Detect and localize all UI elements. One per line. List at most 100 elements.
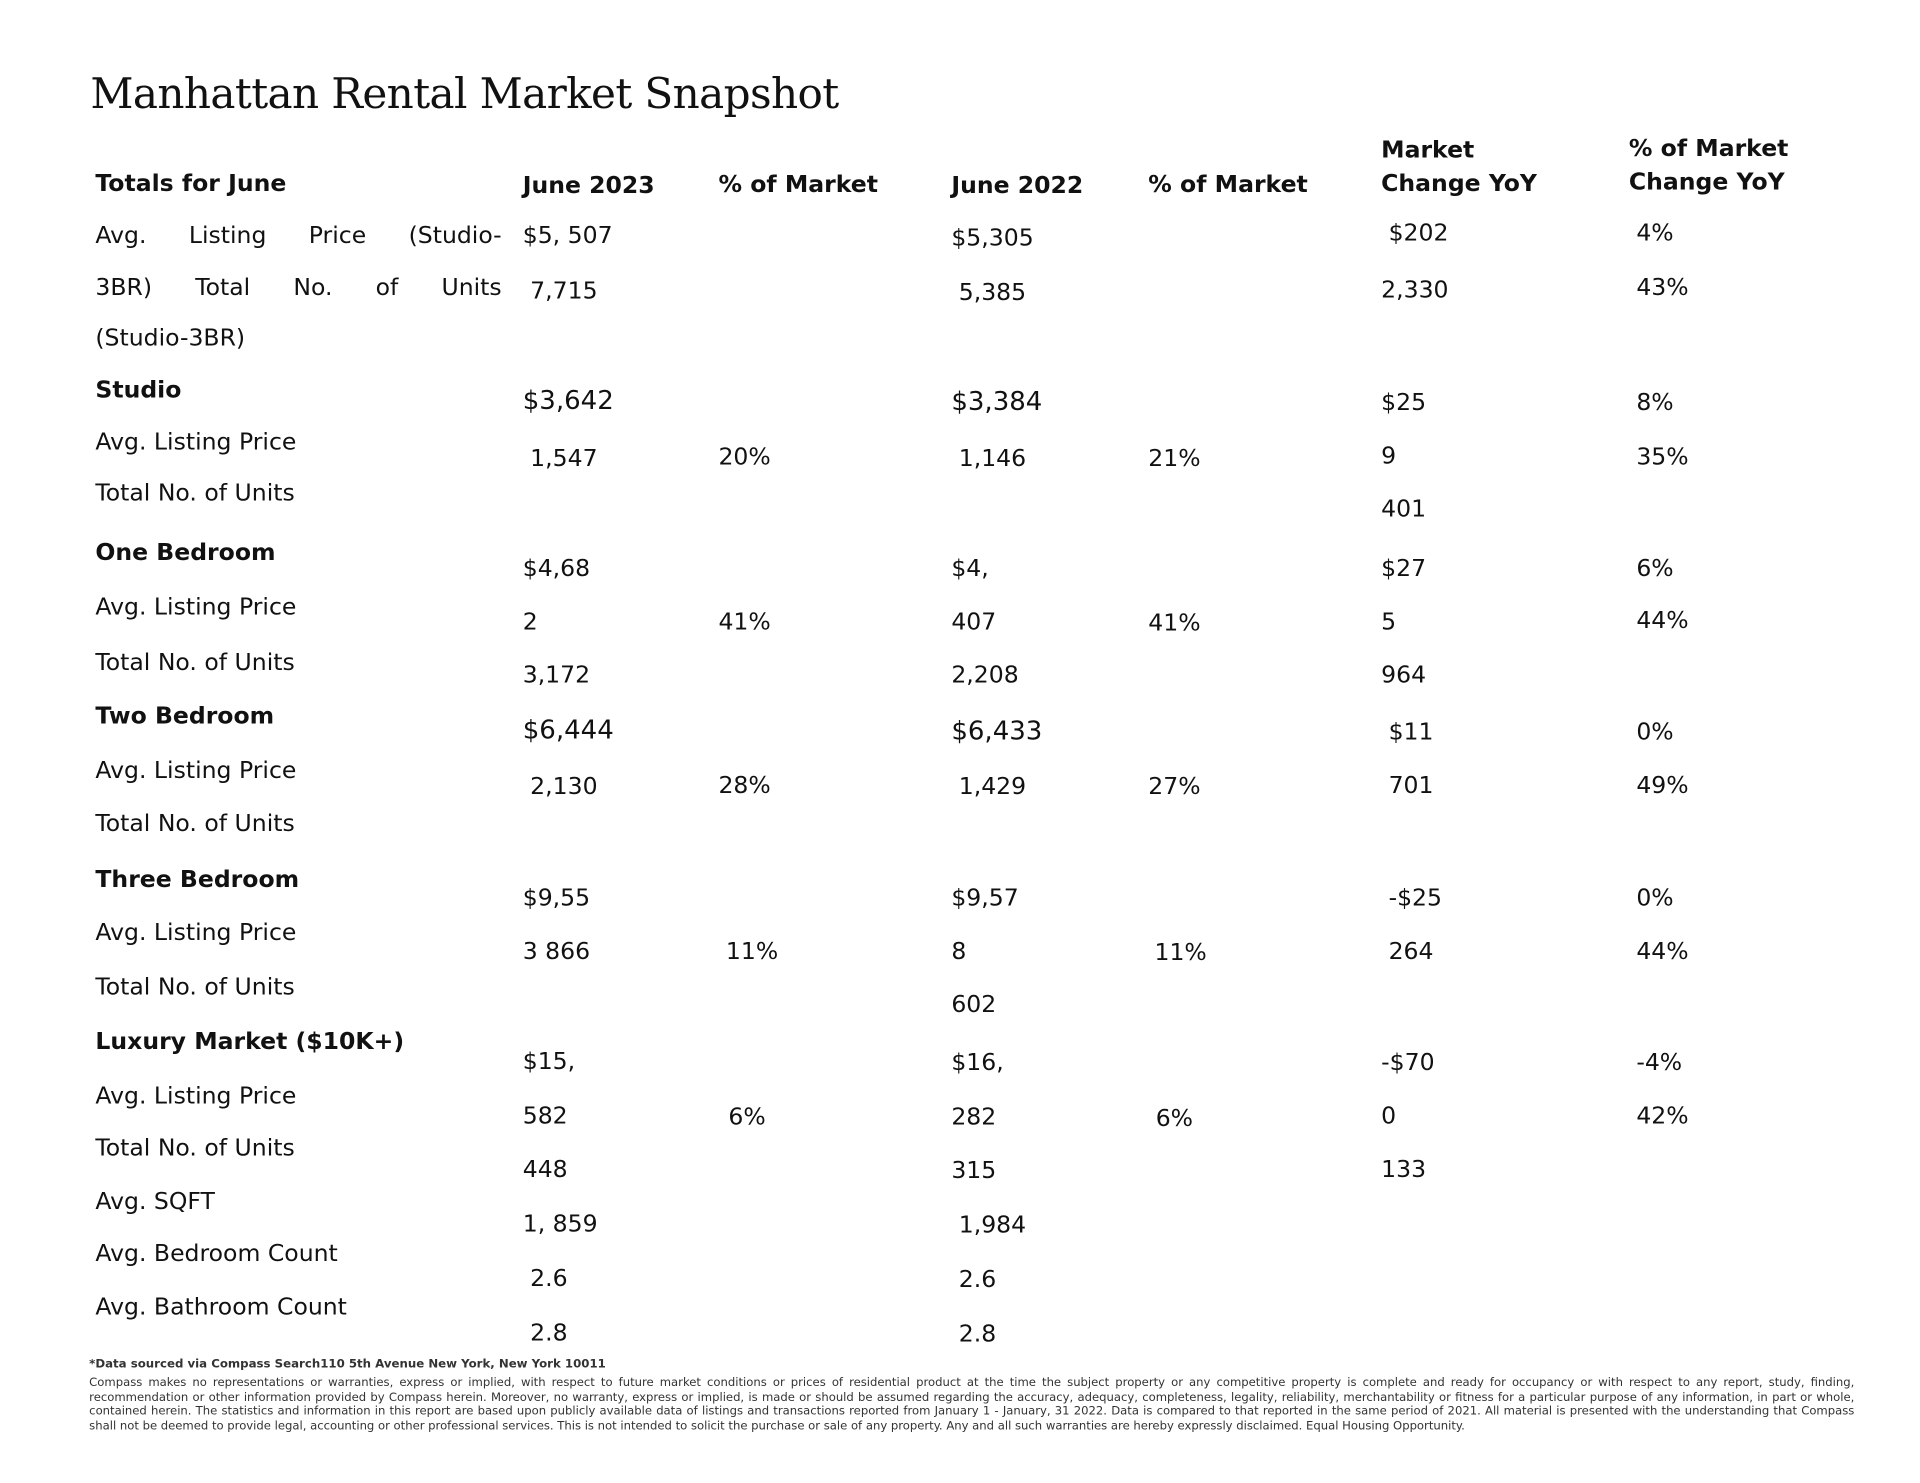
- cell: 1, 859: [522, 1210, 598, 1238]
- cell: $4,68: [522, 554, 591, 583]
- header-pct-market-change: Change YoY: [1628, 168, 1785, 196]
- cell: 448: [522, 1155, 568, 1183]
- cell: 8: [951, 937, 967, 965]
- cell: $27: [1381, 554, 1427, 583]
- cell: -4%: [1636, 1049, 1683, 1077]
- cell: 9: [1381, 442, 1397, 470]
- row-label: Avg. Bedroom Count: [95, 1239, 338, 1268]
- cell: 2.6: [530, 1264, 568, 1292]
- header-pct-market-change: % of Market: [1628, 135, 1789, 163]
- cell: 1,429: [958, 772, 1027, 801]
- section-heading: Two Bedroom: [95, 702, 275, 730]
- row-label: Total No. of Units: [95, 1134, 295, 1162]
- totals-row-label: Avg. Listing Price (Studio-: [95, 221, 502, 249]
- cell: 2.8: [530, 1319, 568, 1347]
- header-totals-for-june: Totals for June: [95, 169, 287, 197]
- cell: 5: [1381, 608, 1397, 636]
- row-label: Avg. SQFT: [95, 1187, 215, 1216]
- row-label: Avg. Listing Price: [95, 593, 297, 621]
- cell: 133: [1381, 1155, 1427, 1183]
- cell: 11%: [1154, 938, 1207, 967]
- cell: 6%: [1636, 554, 1674, 583]
- cell: $6,444: [522, 714, 614, 745]
- cell: 964: [1381, 661, 1427, 689]
- cell: 5,385: [958, 278, 1027, 306]
- cell: 1,984: [958, 1211, 1027, 1239]
- row-label: Avg. Listing Price: [95, 756, 297, 785]
- cell: 315: [951, 1156, 997, 1185]
- cell: 2: [522, 608, 538, 636]
- cell: 2,130: [530, 772, 598, 801]
- cell: $4,: [951, 554, 989, 583]
- cell: 282: [951, 1103, 997, 1131]
- cell: 2,330: [1381, 276, 1449, 304]
- cell: -$70: [1381, 1049, 1435, 1077]
- row-label: Avg. Listing Price: [95, 428, 297, 456]
- cell: 3 866: [522, 937, 591, 965]
- cell: 4%: [1636, 219, 1674, 247]
- cell: 582: [522, 1102, 568, 1130]
- totals-row-label: 3BR) Total No. of Units: [95, 273, 502, 302]
- cell: 401: [1381, 495, 1427, 523]
- row-label: Total No. of Units: [95, 479, 295, 507]
- cell: 2,208: [951, 661, 1019, 689]
- cell: 28%: [718, 771, 771, 799]
- data-source-note: *Data sourced via Compass Search110 5th …: [89, 1357, 606, 1372]
- cell: 41%: [1148, 609, 1201, 637]
- cell: 6%: [1155, 1104, 1194, 1133]
- cell: $16,: [951, 1049, 1004, 1077]
- row-label: Total No. of Units: [95, 973, 295, 1001]
- section-heading: One Bedroom: [95, 538, 276, 567]
- cell: 49%: [1636, 771, 1689, 799]
- cell: 20%: [718, 443, 771, 471]
- cell: -$25: [1388, 884, 1443, 912]
- cell: 701: [1388, 771, 1434, 799]
- cell: 3,172: [522, 661, 591, 689]
- cell: $5, 507: [522, 221, 613, 249]
- cell: 602: [951, 990, 997, 1019]
- cell: 0: [1381, 1102, 1397, 1130]
- header-pct-market-2023: % of Market: [718, 170, 878, 199]
- cell: $9,57: [951, 884, 1019, 912]
- cell: 35%: [1636, 443, 1689, 471]
- cell: 44%: [1636, 937, 1689, 965]
- cell: $5,305: [951, 224, 1034, 252]
- cell: 264: [1388, 937, 1434, 965]
- totals-row-label: (Studio-3BR): [95, 324, 246, 352]
- cell: 21%: [1148, 444, 1201, 472]
- cell: 2.8: [958, 1320, 997, 1348]
- row-label: Avg. Bathroom Count: [95, 1293, 347, 1321]
- cell: 44%: [1636, 606, 1689, 635]
- row-label: Avg. Listing Price: [95, 919, 297, 947]
- cell: $202: [1388, 219, 1449, 247]
- cell: 1,146: [958, 444, 1027, 472]
- cell: 0%: [1636, 718, 1674, 746]
- section-heading: Luxury Market ($10K+): [95, 1028, 405, 1056]
- row-label: Avg. Listing Price: [95, 1082, 297, 1110]
- cell: $6,433: [951, 715, 1043, 746]
- cell: $25: [1381, 388, 1427, 417]
- cell: 42%: [1636, 1102, 1689, 1130]
- cell: 0%: [1636, 884, 1674, 912]
- header-june-2022: June 2022: [951, 172, 1084, 200]
- cell: 7,715: [530, 277, 598, 305]
- cell: $15,: [522, 1047, 576, 1076]
- header-market-change: Change YoY: [1381, 169, 1537, 197]
- cell: $11: [1388, 718, 1434, 746]
- row-label: Total No. of Units: [95, 649, 295, 677]
- cell: 407: [951, 608, 997, 636]
- section-heading: Three Bedroom: [95, 865, 300, 894]
- row-label: Total No. of Units: [95, 810, 295, 838]
- cell: 6%: [728, 1103, 766, 1131]
- header-june-2023: June 2023: [522, 172, 655, 200]
- page-title: Manhattan Rental Market Snapshot: [90, 69, 839, 119]
- header-pct-market-2022: % of Market: [1148, 170, 1308, 199]
- disclaimer: Compass makes no representations or warr…: [89, 1376, 1855, 1433]
- header-market-change: Market: [1381, 136, 1475, 164]
- cell: 43%: [1636, 273, 1689, 302]
- section-heading: Studio: [95, 376, 182, 404]
- cell: 2.6: [958, 1265, 997, 1294]
- cell: $9,55: [522, 884, 591, 912]
- cell: 41%: [718, 608, 771, 636]
